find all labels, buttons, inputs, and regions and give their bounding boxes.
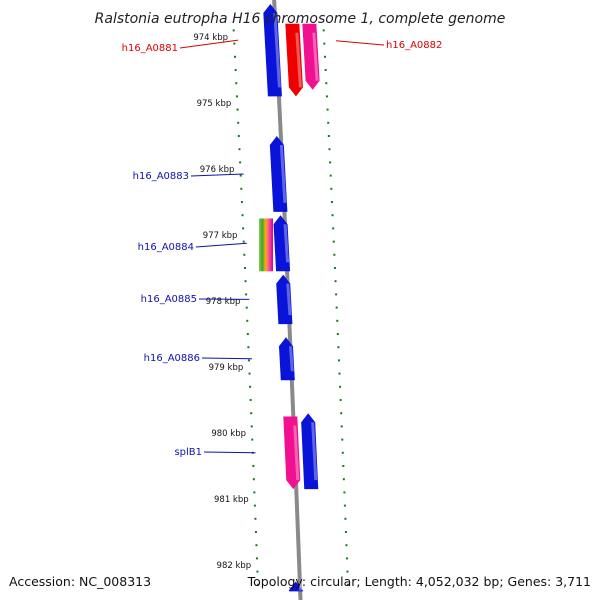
- gene-arrow-shine: [298, 582, 303, 591]
- gene-g-next[interactable]: [301, 413, 319, 490]
- gene-label-h16_A0885[interactable]: h16_A0885: [141, 294, 197, 305]
- gene-label-h16_A0882[interactable]: h16_A0882: [386, 40, 442, 51]
- gene-label-h16_A0881[interactable]: h16_A0881: [122, 43, 178, 54]
- gene-arrow[interactable]: [278, 337, 295, 381]
- gene-g-bottom[interactable]: [288, 581, 304, 592]
- gene-arrow[interactable]: [263, 4, 282, 97]
- gene-label-leader: [179, 39, 239, 49]
- gene-arrow-shine: [295, 32, 302, 88]
- genes-layer: [259, 4, 320, 592]
- gene-h16_A0886[interactable]: [278, 337, 295, 381]
- gene-label-leader: [201, 357, 252, 360]
- gene-label-leader: [335, 40, 385, 46]
- gene-label-h16_A0884[interactable]: h16_A0884: [138, 242, 194, 253]
- gene-arrow[interactable]: [285, 23, 303, 97]
- gene-label-h16_A0886[interactable]: h16_A0886: [144, 353, 200, 364]
- gene-g-prev[interactable]: [263, 4, 282, 97]
- gene-arrow-shine: [273, 13, 281, 88]
- tick-label: 977 kbp: [203, 231, 238, 241]
- gene-arrow-shine: [312, 32, 319, 81]
- inner-ruler-track: [232, 29, 259, 586]
- gene-label-leader: [203, 451, 256, 454]
- tick-label: 974 kbp: [193, 33, 228, 43]
- gene-splB1[interactable]: [283, 416, 301, 490]
- gene-arrow[interactable]: [283, 416, 301, 490]
- gene-arrow-shine: [288, 346, 294, 372]
- tick-label: 982 kbp: [217, 561, 252, 571]
- gene-label-h16_A0883[interactable]: h16_A0883: [133, 171, 189, 182]
- gene-arrow-shine: [311, 422, 318, 481]
- ruler-layer: 974 kbp 975 kbp 976 kbp 977 kbp 978 kbp 979 k…: [193, 29, 349, 586]
- gene-arrow[interactable]: [301, 413, 319, 490]
- gene-h16_A0885[interactable]: [276, 274, 293, 325]
- gene-h16_A0883[interactable]: [269, 136, 288, 212]
- tick-label: 975 kbp: [197, 99, 232, 109]
- gene-arrow[interactable]: [302, 23, 320, 90]
- gene-h16_A0884[interactable]: [273, 215, 291, 272]
- gene-label-splB1[interactable]: splB1: [174, 447, 202, 458]
- tick-label: 978 kbp: [206, 297, 241, 307]
- gene-label-leader: [190, 173, 244, 177]
- gene-arrow[interactable]: [273, 215, 291, 272]
- gene-arrow[interactable]: [269, 136, 288, 212]
- labels-layer: h16_A0881 h16_A0882 h16_A0883 h16_A0884 h16_…: [122, 39, 442, 458]
- gene-arrow-shine: [283, 224, 290, 263]
- tick-label: 976 kbp: [200, 165, 235, 175]
- gene-arrow-shine: [293, 425, 300, 481]
- map-title: Ralstonia eutropha H16 chromosome 1, com…: [95, 11, 506, 27]
- gene-h16_A0882[interactable]: [302, 23, 320, 90]
- gene-arrow-shine: [286, 283, 292, 316]
- genome-stats-text: Topology: circular; Length: 4,052,032 bp…: [247, 574, 591, 589]
- tick-label: 979 kbp: [209, 363, 244, 373]
- feature-stripe: [259, 218, 273, 272]
- outer-ruler-track: [322, 29, 349, 586]
- gene-arrow[interactable]: [288, 581, 304, 592]
- gene-label-leader: [195, 242, 247, 248]
- tick-label: 980 kbp: [211, 429, 246, 439]
- gene-arrow[interactable]: [276, 274, 293, 325]
- gene-h16_A0881[interactable]: [285, 23, 303, 97]
- gene-arrow-shine: [279, 145, 287, 203]
- tick-label: 981 kbp: [214, 495, 249, 505]
- accession-text: Accession: NC_008313: [9, 574, 151, 589]
